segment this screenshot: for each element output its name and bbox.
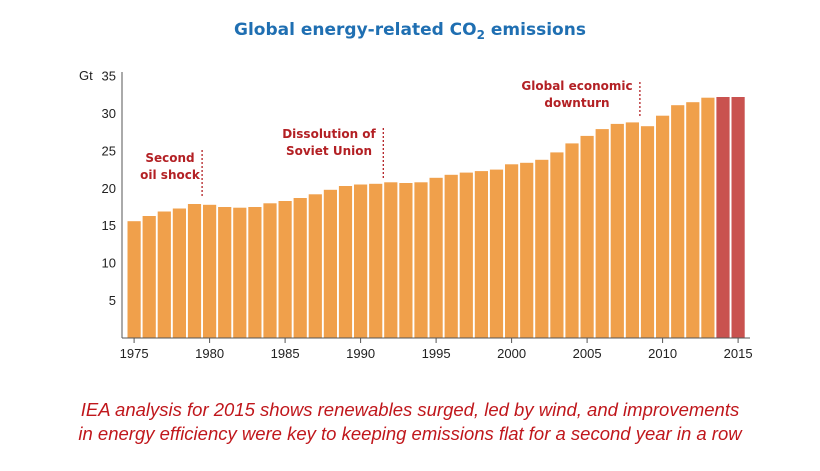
bar-2011 bbox=[671, 105, 685, 338]
x-tick-label-1975: 1975 bbox=[120, 346, 149, 361]
caption-line-1: IEA analysis for 2015 shows renewables s… bbox=[80, 399, 740, 420]
bar-2007 bbox=[610, 123, 624, 339]
bar-1995 bbox=[429, 177, 443, 338]
x-tick-label-1995: 1995 bbox=[422, 346, 451, 361]
bar-1977 bbox=[157, 211, 171, 338]
bar-2012 bbox=[686, 102, 700, 338]
bar-1987 bbox=[308, 194, 322, 338]
bar-1981 bbox=[218, 207, 232, 338]
annotation-2-line-2: Soviet Union bbox=[286, 144, 372, 158]
x-tick-label-2010: 2010 bbox=[648, 346, 677, 361]
bar-2015 bbox=[731, 97, 745, 338]
bar-1986 bbox=[293, 198, 307, 338]
bar-1990 bbox=[354, 184, 368, 338]
bar-1978 bbox=[172, 208, 186, 338]
bar-1997 bbox=[459, 172, 473, 338]
x-tick-label-2000: 2000 bbox=[497, 346, 526, 361]
y-tick-label-20: 20 bbox=[102, 181, 116, 196]
x-tick-label-1990: 1990 bbox=[346, 346, 375, 361]
emissions-bar-chart: Gt 5 10 15 20 25 30 35 1975 1980 1985 1990 1995 2000… bbox=[79, 68, 753, 362]
x-tick-label-1980: 1980 bbox=[195, 346, 224, 361]
plot-area: 5 10 15 20 25 30 35 1975 1980 1985 1990 1995 2000 200… bbox=[102, 69, 753, 362]
bar-2008 bbox=[625, 122, 639, 339]
bar-1975 bbox=[127, 221, 141, 338]
chart-title-end: emissions bbox=[484, 20, 586, 40]
bar-1999 bbox=[489, 169, 504, 338]
annotation-3-line-2: downturn bbox=[544, 96, 609, 110]
bar-1991 bbox=[369, 183, 383, 338]
annotation-3-line-1: Global economic bbox=[521, 79, 632, 93]
bar-2009 bbox=[640, 126, 655, 338]
bar-2000 bbox=[505, 164, 519, 338]
x-tick-label-1985: 1985 bbox=[271, 346, 300, 361]
bar-2006 bbox=[595, 129, 609, 338]
chart-title-main: Global energy-related CO bbox=[234, 20, 477, 40]
caption: IEA analysis for 2015 shows renewables s… bbox=[20, 398, 800, 446]
bar-1998 bbox=[474, 171, 488, 338]
annotation-1-line-1: Second bbox=[145, 151, 194, 165]
bar-2004 bbox=[565, 143, 579, 338]
y-tick-label-30: 30 bbox=[102, 106, 116, 121]
bar-1979 bbox=[187, 204, 202, 338]
x-tick-label-2005: 2005 bbox=[573, 346, 602, 361]
bar-2013 bbox=[701, 97, 715, 338]
bar-1989 bbox=[338, 186, 353, 338]
bar-1983 bbox=[248, 207, 262, 338]
bar-2005 bbox=[580, 135, 594, 338]
bar-2014 bbox=[716, 97, 730, 338]
bar-1976 bbox=[142, 216, 156, 338]
bar-1984 bbox=[263, 203, 277, 338]
y-tick-label-10: 10 bbox=[102, 256, 116, 271]
bar-2001 bbox=[520, 162, 534, 338]
chart-title-subscript: 2 bbox=[476, 28, 485, 42]
annotation-1-line-2: oil shock bbox=[140, 168, 201, 182]
y-tick-label-5: 5 bbox=[109, 293, 116, 308]
bar-1988 bbox=[323, 189, 337, 338]
chart-title: Global energy-related CO2 emissions bbox=[0, 20, 820, 42]
bar-1980 bbox=[203, 204, 217, 338]
x-tick-label-2015: 2015 bbox=[724, 346, 753, 361]
bar-2010 bbox=[656, 115, 670, 338]
y-axis-unit-label: Gt bbox=[79, 68, 93, 83]
bar-1985 bbox=[278, 201, 292, 338]
caption-line-2: in energy efficiency were key to keeping… bbox=[78, 423, 742, 444]
y-tick-label-35: 35 bbox=[102, 69, 116, 84]
annotation-2-line-1: Dissolution of bbox=[282, 127, 376, 141]
bar-2002 bbox=[535, 159, 549, 338]
bar-1992 bbox=[384, 182, 398, 338]
bar-2003 bbox=[550, 152, 564, 338]
bar-1994 bbox=[414, 182, 428, 338]
bar-1982 bbox=[233, 207, 247, 338]
bar-1996 bbox=[444, 174, 458, 338]
bar-1993 bbox=[399, 183, 413, 338]
y-tick-label-15: 15 bbox=[102, 218, 116, 233]
y-tick-label-25: 25 bbox=[102, 143, 116, 158]
